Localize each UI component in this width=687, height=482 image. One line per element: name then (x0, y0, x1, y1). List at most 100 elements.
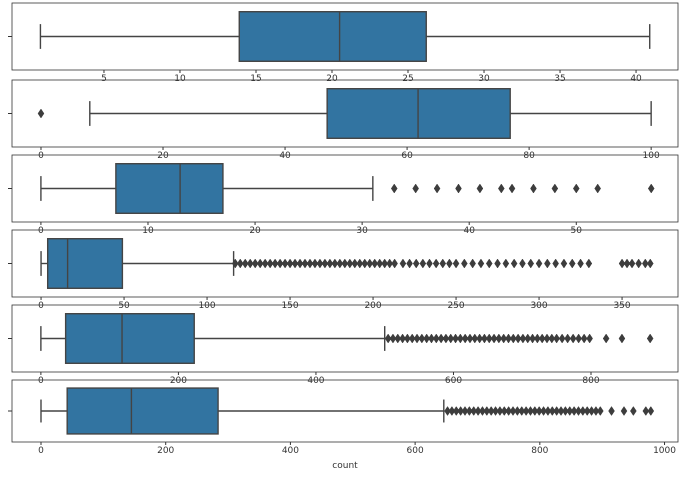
outlier (281, 258, 289, 269)
outlier (306, 258, 314, 269)
x-tick-label: 50 (571, 226, 583, 236)
outlier (553, 406, 560, 416)
outlier (558, 333, 566, 344)
outlier (428, 333, 435, 344)
outlier (412, 258, 420, 269)
outlier (646, 333, 654, 344)
outlier (514, 406, 521, 416)
outlier (448, 406, 456, 416)
outlier (466, 333, 474, 344)
x-tick-label: 0 (38, 226, 44, 236)
outlier (500, 406, 508, 416)
outlier (646, 258, 654, 269)
outlier (276, 258, 284, 269)
outlier (529, 333, 536, 344)
outlier (399, 258, 407, 269)
outlier (494, 258, 501, 269)
x-tick-label: 600 (407, 446, 424, 456)
outlier (442, 333, 450, 344)
outlier (505, 333, 512, 344)
outlier (439, 258, 447, 269)
outlier (446, 258, 453, 269)
outlier (286, 258, 294, 269)
outlier (361, 258, 369, 269)
outlier (647, 406, 655, 416)
outlier (444, 406, 451, 416)
outlier (356, 258, 364, 269)
outlier (569, 333, 577, 344)
outlier (544, 406, 552, 416)
x-tick-label: 60 (401, 151, 413, 161)
box (64, 313, 195, 364)
outlier (535, 258, 543, 269)
outlier (476, 333, 483, 344)
box (115, 163, 224, 214)
outlier (336, 258, 344, 269)
outlier (543, 333, 551, 344)
outlier (311, 258, 319, 269)
outlier (376, 258, 383, 269)
outlier (452, 406, 460, 416)
outlier (568, 258, 576, 269)
outlier (623, 258, 631, 269)
outlier (457, 333, 464, 344)
outlier (261, 258, 269, 269)
outlier (498, 183, 505, 194)
outlier (580, 333, 588, 344)
outlier (461, 258, 468, 269)
outlier (575, 406, 582, 416)
outlier (527, 258, 535, 269)
outlier (552, 258, 559, 269)
outlier (572, 183, 580, 194)
outlier (535, 406, 543, 416)
outlier (592, 406, 600, 416)
outlier (585, 258, 593, 269)
outlier (236, 258, 244, 269)
outlier (423, 333, 430, 344)
outlier (394, 333, 402, 344)
outlier (510, 258, 518, 269)
outlier (524, 333, 532, 344)
outlier (509, 406, 517, 416)
outlier (502, 258, 510, 269)
outlier (485, 333, 493, 344)
outlier (583, 406, 591, 416)
outlier (466, 406, 473, 416)
outlier (371, 258, 379, 269)
outlier (618, 333, 626, 344)
outlier (351, 258, 359, 269)
outlier (560, 258, 568, 269)
outlier (321, 258, 329, 269)
outlier (341, 258, 349, 269)
x-tick-label: 100 (198, 301, 215, 311)
outlier (630, 406, 637, 416)
x-tick-label: 40 (463, 226, 475, 236)
outlier (426, 258, 433, 269)
x-tick-label: 40 (279, 151, 291, 161)
outlier (519, 258, 526, 269)
outlier (518, 406, 526, 416)
outlier (476, 183, 484, 194)
box (46, 238, 124, 289)
x-tick-label: 200 (170, 376, 187, 386)
box (238, 11, 427, 62)
outlier (474, 406, 482, 416)
outlier (301, 258, 309, 269)
x-tick-label: 400 (282, 446, 299, 456)
outlier (553, 333, 560, 344)
x-tick-label: 10 (174, 74, 186, 84)
x-tick-label: 10 (142, 226, 154, 236)
outlier (505, 406, 512, 416)
x-tick-label: 40 (630, 74, 642, 84)
outlier (386, 258, 393, 269)
x-tick-label: 0 (38, 376, 44, 386)
x-tick-label: 1000 (653, 446, 676, 456)
outlier (404, 333, 411, 344)
outlier (540, 406, 547, 416)
outlier (483, 406, 491, 416)
outlier (531, 406, 539, 416)
x-tick-label: 800 (582, 376, 599, 386)
x-tick-label: 80 (523, 151, 535, 161)
outlier (406, 258, 413, 269)
outlier (389, 333, 397, 344)
